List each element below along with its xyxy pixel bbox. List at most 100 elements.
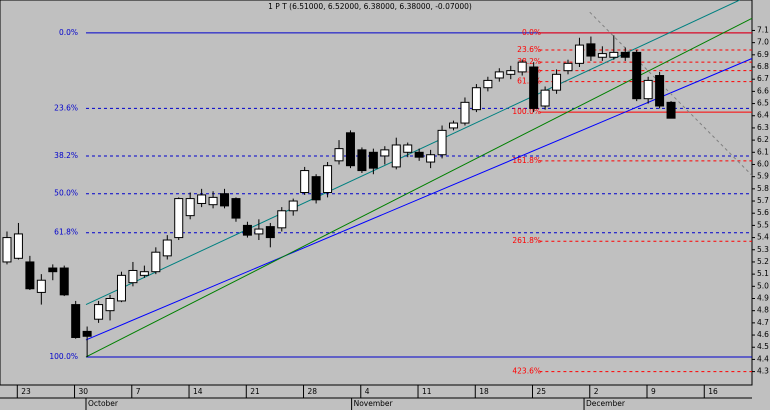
y-tick-label: 5.9 — [757, 172, 769, 181]
x-tick-label: 9 — [651, 387, 656, 396]
y-tick-label: 6.9 — [757, 50, 769, 59]
x-tick-label: 18 — [479, 387, 489, 396]
plot-frame — [0, 0, 753, 386]
candle-body — [597, 53, 607, 58]
candle-body — [139, 271, 149, 276]
x-tick-label: 16 — [708, 387, 718, 396]
candle-body — [334, 148, 344, 162]
y-tick-label: 5.2 — [757, 257, 769, 266]
y-tick-label: 5.8 — [757, 184, 769, 193]
candle-body — [391, 144, 401, 168]
fib-label: 50.0% — [54, 189, 78, 198]
y-tick-label: 6.8 — [757, 62, 769, 71]
y-tick-label: 6.0 — [757, 159, 769, 168]
fib-label: 261.8% — [512, 236, 541, 245]
candle-body — [254, 228, 264, 235]
candle-body — [529, 66, 539, 109]
fib-label: 38.2% — [54, 151, 78, 160]
candle-body — [36, 279, 46, 293]
candle-body — [552, 73, 562, 91]
candle-body — [483, 79, 493, 89]
candle-body — [116, 274, 126, 302]
y-tick-label: 6.7 — [757, 74, 769, 83]
fib-label: 23.6% — [517, 45, 541, 54]
candle-body — [449, 122, 459, 129]
candle-body — [494, 71, 504, 79]
candle-body — [666, 101, 676, 119]
candle-body — [48, 267, 58, 273]
y-tick-label: 7.0 — [757, 38, 769, 47]
candle-body — [380, 149, 390, 157]
y-tick-label: 5.7 — [757, 196, 769, 205]
candle-body — [197, 194, 207, 204]
candle-body — [277, 210, 287, 229]
month-label: November — [354, 399, 394, 408]
candle-body — [174, 198, 184, 239]
y-tick-label: 5.6 — [757, 208, 769, 217]
fib-label: 38.2% — [517, 57, 541, 66]
y-tick-label: 6.2 — [757, 135, 769, 144]
y-tick-label: 4.4 — [757, 354, 769, 363]
candle-body — [345, 132, 355, 167]
candle-body — [655, 75, 665, 107]
candle-body — [59, 267, 69, 296]
x-tick-label: 25 — [537, 387, 547, 396]
candle-body — [609, 51, 619, 58]
trendline — [85, 0, 740, 306]
trendline — [85, 58, 753, 341]
y-tick-label: 5.1 — [757, 269, 769, 278]
y-tick-label: 5.4 — [757, 233, 769, 242]
candle-body — [128, 269, 138, 284]
candle-body — [403, 144, 413, 153]
y-tick-label: 7.1 — [757, 25, 769, 34]
candle-body — [517, 61, 527, 73]
candle-body — [643, 79, 653, 100]
x-tick-label: 4 — [365, 387, 370, 396]
candle-body — [437, 129, 447, 156]
x-tick-label: 14 — [193, 387, 203, 396]
candle-body — [586, 43, 596, 57]
month-label: December — [586, 399, 626, 408]
candle-body — [426, 154, 436, 163]
y-tick-label: 4.6 — [757, 330, 769, 339]
fib-label: 50.0% — [517, 66, 541, 75]
fib-label: 100.0% — [512, 107, 541, 116]
candle-body — [231, 198, 241, 219]
candle-body — [185, 198, 195, 217]
y-tick-label: 6.4 — [757, 111, 769, 120]
candle-body — [71, 304, 81, 338]
fib-label: 23.6% — [54, 103, 78, 112]
x-tick-label: 30 — [79, 387, 89, 396]
fib-label: 61.8% — [517, 77, 541, 86]
candle-body — [460, 101, 470, 124]
candle-body — [540, 89, 550, 107]
candle-body — [300, 170, 310, 194]
fib-label: 61.8% — [54, 228, 78, 237]
candle-body — [82, 330, 92, 337]
y-tick-label: 6.3 — [757, 123, 769, 132]
candle-body — [471, 87, 481, 111]
candle-body — [311, 176, 321, 201]
x-tick-label: 21 — [250, 387, 260, 396]
candle-body — [574, 44, 584, 64]
x-tick-label: 7 — [136, 387, 141, 396]
candle-body — [105, 297, 115, 312]
candle-body — [208, 196, 218, 206]
y-tick-label: 4.3 — [757, 367, 769, 376]
y-tick-label: 4.7 — [757, 318, 769, 327]
fib-label: 100.0% — [49, 352, 78, 361]
candle-body — [288, 200, 298, 212]
chart-title: 1 P T (6.51000, 6.52000, 6.38000, 6.3800… — [268, 2, 472, 11]
candle-body — [2, 237, 12, 263]
x-tick-label: 2 — [594, 387, 599, 396]
y-tick-label: 6.5 — [757, 99, 769, 108]
y-tick-label: 6.1 — [757, 147, 769, 156]
candle-body — [506, 70, 516, 75]
candle-body — [414, 151, 424, 158]
fib-label: 423.6% — [512, 367, 541, 376]
x-tick-label: 11 — [422, 387, 432, 396]
candle-body — [242, 224, 252, 236]
x-tick-label: 23 — [21, 387, 31, 396]
candle-body — [357, 149, 367, 172]
